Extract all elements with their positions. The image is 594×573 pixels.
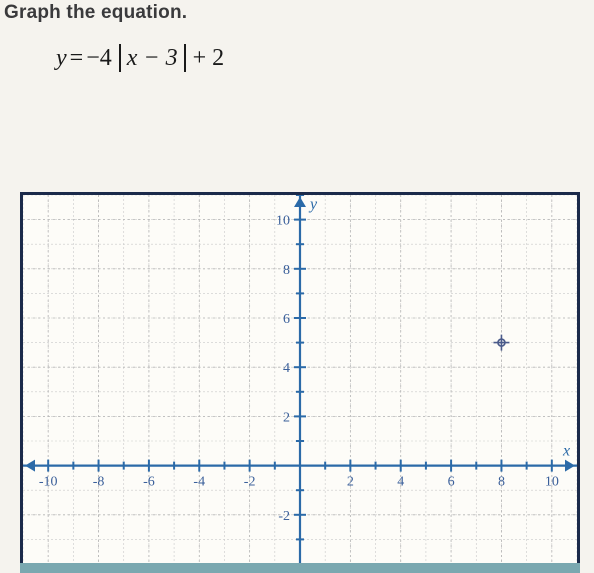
x-tick-label: 8 — [498, 475, 505, 490]
eq-coef: −4 — [86, 45, 112, 72]
equation-row: y = −4 x − 3 + 2 — [0, 30, 594, 72]
y-tick-label: -2 — [278, 509, 290, 524]
x-axis-name: x — [562, 443, 570, 460]
y-tick-label: 2 — [283, 410, 290, 425]
eq-lhs: y — [56, 45, 67, 72]
x-tick-label: 2 — [347, 475, 354, 490]
graph-canvas[interactable]: -10 -8 -6 -4 -2 2 4 6 8 10 -2 2 4 6 8 10 y x — [23, 195, 577, 564]
x-tick-label: 10 — [545, 475, 559, 490]
point-cursor-icon[interactable] — [493, 335, 509, 351]
page-root: Graph the equation. y = −4 x − 3 + 2 -10… — [0, 0, 594, 573]
eq-abs: x − 3 — [119, 44, 186, 72]
x-tick-label: -2 — [244, 475, 256, 490]
y-tick-label: 8 — [283, 263, 290, 278]
x-tick-label: -10 — [39, 475, 58, 490]
footer-accent-bar — [20, 563, 580, 573]
y-axis-name: y — [308, 196, 318, 213]
graph-panel[interactable]: -10 -8 -6 -4 -2 2 4 6 8 10 -2 2 4 6 8 10 y x — [20, 192, 580, 564]
x-tick-label: -6 — [143, 475, 155, 490]
instruction-text: Graph the equation. — [0, 0, 594, 30]
eq-abs-inner: x − 3 — [127, 45, 178, 72]
x-tick-label: -8 — [93, 475, 105, 490]
y-tick-label: 10 — [276, 214, 290, 229]
x-tick-label: 4 — [397, 475, 404, 490]
equation: y = −4 x − 3 + 2 — [56, 44, 224, 72]
x-tick-label: 6 — [448, 475, 455, 490]
y-tick-label: 6 — [283, 312, 290, 327]
x-tick-label: -4 — [193, 475, 205, 490]
eq-equals: = — [70, 45, 84, 72]
eq-tail: + 2 — [193, 45, 225, 72]
y-tick-label: 4 — [283, 361, 290, 376]
